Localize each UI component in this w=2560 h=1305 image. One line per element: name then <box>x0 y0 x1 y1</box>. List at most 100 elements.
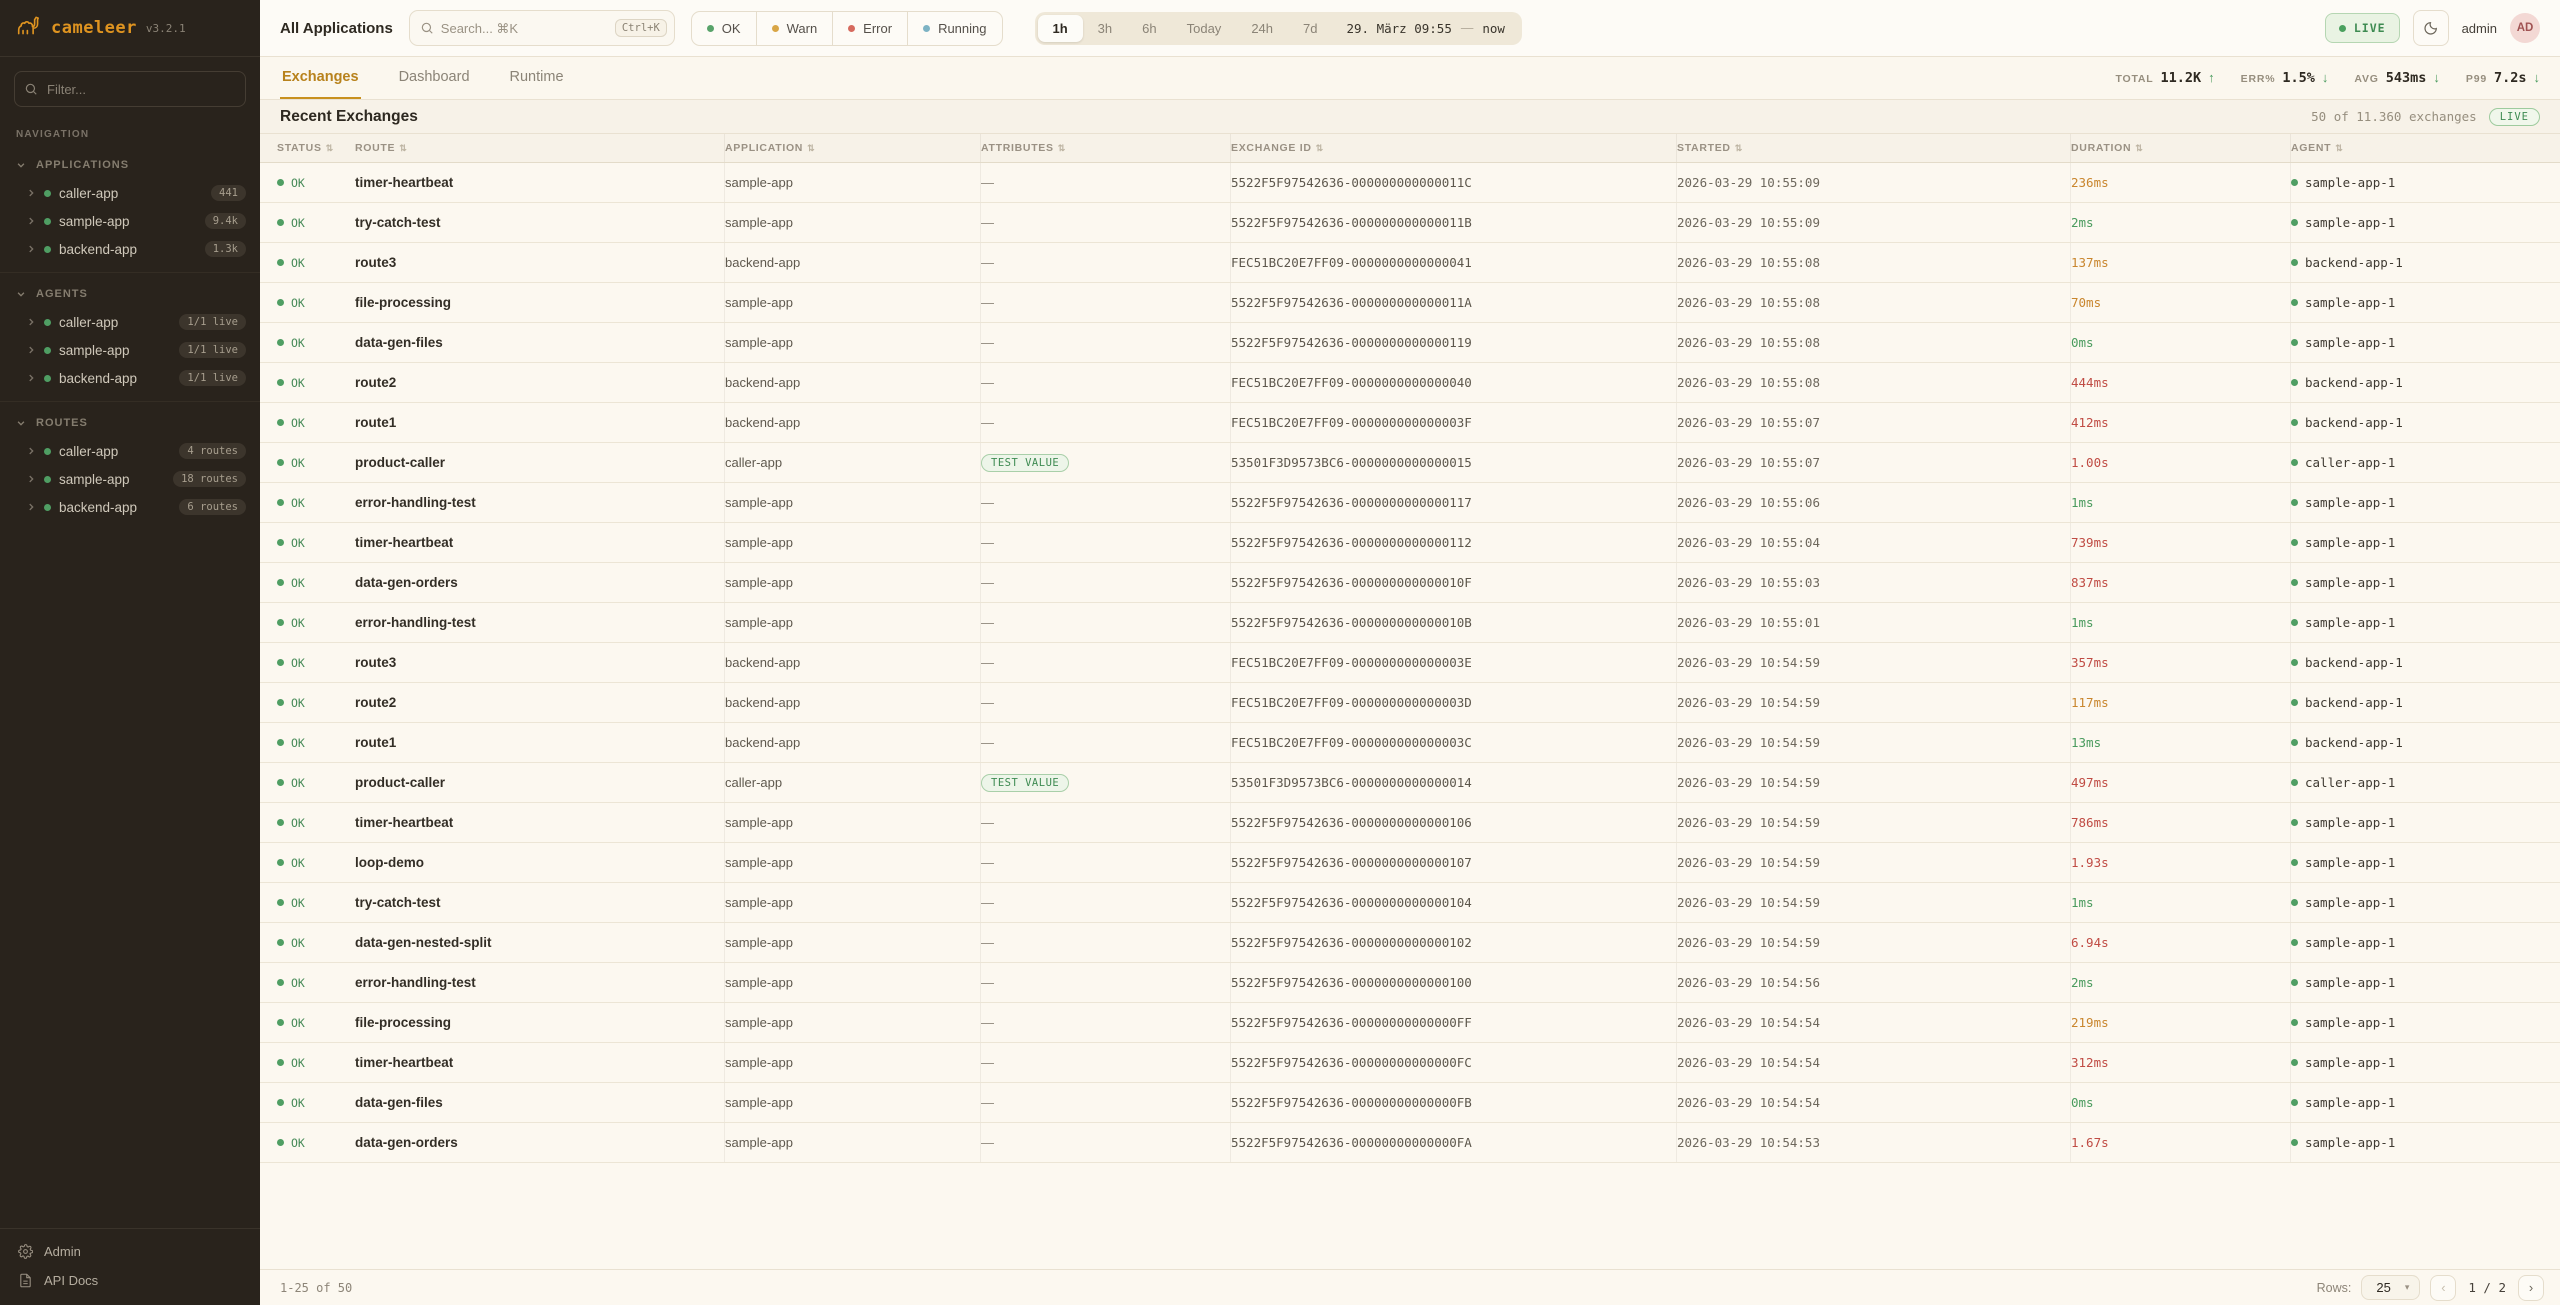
sidebar-item-backend-app[interactable]: backend-app 1/1 live <box>0 364 260 392</box>
table-row[interactable]: OK data-gen-orders sample-app — 5522F5F97542… <box>260 1123 2560 1163</box>
table-row[interactable]: OK try-catch-test sample-app — 5522F5F975426… <box>260 883 2560 923</box>
column-header-agent[interactable]: AGENT ⇅ <box>2290 134 2560 162</box>
sidebar-item-caller-app[interactable]: caller-app 441 <box>0 179 260 207</box>
status-filter-warn[interactable]: Warn <box>757 11 834 45</box>
table-row[interactable]: OK route3 backend-app — FEC51BC20E7FF09-0000… <box>260 643 2560 683</box>
next-page-button[interactable]: › <box>2518 1274 2544 1301</box>
route-cell: data-gen-orders <box>355 1135 458 1150</box>
duration-cell: 2ms <box>2070 203 2290 242</box>
table-row[interactable]: OK timer-heartbeat sample-app — 5522F5F97542… <box>260 163 2560 203</box>
status-cell: OK <box>277 1123 355 1162</box>
tab-exchanges[interactable]: Exchanges <box>280 57 361 99</box>
column-label: AGENT <box>2291 142 2332 154</box>
attributes-cell: — <box>980 603 1230 642</box>
table-row[interactable]: OK file-processing sample-app — 5522F5F97542… <box>260 1003 2560 1043</box>
table-row[interactable]: OK timer-heartbeat sample-app — 5522F5F97542… <box>260 1043 2560 1083</box>
duration-cell: 786ms <box>2070 803 2290 842</box>
search-input[interactable] <box>440 20 608 36</box>
time-range-1h[interactable]: 1h <box>1037 14 1083 42</box>
status-cell: OK <box>277 363 355 402</box>
sidebar-footer-api-docs[interactable]: API Docs <box>0 1266 260 1295</box>
filter-input[interactable] <box>14 71 246 107</box>
section-toggle-agents[interactable]: AGENTS <box>0 280 260 308</box>
column-header-route[interactable]: ROUTE ⇅ <box>355 134 724 162</box>
table-row[interactable]: OK route3 backend-app — FEC51BC20E7FF09-0000… <box>260 243 2560 283</box>
status-dot <box>277 1139 284 1146</box>
table-row[interactable]: OK data-gen-orders sample-app — 5522F5F97542… <box>260 563 2560 603</box>
status-dot <box>277 819 284 826</box>
status-label: OK <box>291 1135 305 1150</box>
agent-label: sample-app-1 <box>2305 1095 2396 1110</box>
table-row[interactable]: OK route1 backend-app — FEC51BC20E7FF09-0000… <box>260 403 2560 443</box>
sidebar-item-caller-app[interactable]: caller-app 4 routes <box>0 437 260 465</box>
table-row[interactable]: OK error-handling-test sample-app — 5522F5F9… <box>260 603 2560 643</box>
table-row[interactable]: OK route2 backend-app — FEC51BC20E7FF09-0000… <box>260 363 2560 403</box>
section-toggle-routes[interactable]: ROUTES <box>0 409 260 437</box>
sidebar-item-backend-app[interactable]: backend-app 1.3k <box>0 235 260 263</box>
time-range-7d[interactable]: 7d <box>1303 20 1318 36</box>
status-dot <box>44 189 51 197</box>
status-dot <box>277 699 284 706</box>
tab-dashboard[interactable]: Dashboard <box>398 69 470 85</box>
table-row[interactable]: OK product-caller caller-app TEST VALUE 5350… <box>260 443 2560 483</box>
sidebar-item-badge: 441 <box>211 185 246 201</box>
sidebar-item-caller-app[interactable]: caller-app 1/1 live <box>0 308 260 336</box>
time-range-24h[interactable]: 24h <box>1251 20 1274 36</box>
column-header-duration[interactable]: DURATION ⇅ <box>2070 134 2290 162</box>
live-button[interactable]: LIVE <box>2324 13 2400 43</box>
exchange-id-cell: 5522F5F97542636-0000000000000106 <box>1230 803 1676 842</box>
table-row[interactable]: OK error-handling-test sample-app — 5522F5F9… <box>260 483 2560 523</box>
status-label: OK <box>291 175 305 190</box>
time-range-3h[interactable]: 3h <box>1097 20 1113 36</box>
status-filter-running[interactable]: Running <box>908 12 1001 45</box>
sidebar-item-badge: 1/1 live <box>179 314 246 330</box>
avatar[interactable]: AD <box>2510 13 2540 43</box>
time-range-today[interactable]: Today <box>1186 20 1222 36</box>
column-header-status[interactable]: STATUS ⇅ <box>277 134 355 162</box>
table-row[interactable]: OK data-gen-files sample-app — 5522F5F975426… <box>260 1083 2560 1123</box>
table-row[interactable]: OK route2 backend-app — FEC51BC20E7FF09-0000… <box>260 683 2560 723</box>
started-cell: 2026-03-29 10:55:08 <box>1676 283 2070 322</box>
table-row[interactable]: OK timer-heartbeat sample-app — 5522F5F97542… <box>260 803 2560 843</box>
tab-runtime[interactable]: Runtime <box>509 69 564 85</box>
column-header-started[interactable]: STARTED ⇅ <box>1676 134 2070 162</box>
sidebar-item-sample-app[interactable]: sample-app 1/1 live <box>0 336 260 364</box>
table-row[interactable]: OK try-catch-test sample-app — 5522F5F975426… <box>260 203 2560 243</box>
agent-label: backend-app-1 <box>2305 255 2403 270</box>
agent-status-dot <box>2291 219 2298 226</box>
theme-toggle-button[interactable] <box>2412 10 2449 46</box>
sidebar-item-backend-app[interactable]: backend-app 6 routes <box>0 493 260 521</box>
sidebar-item-label: backend-app <box>59 241 138 257</box>
sidebar-footer-label: Admin <box>44 1244 81 1259</box>
table-row[interactable]: OK file-processing sample-app — 5522F5F97542… <box>260 283 2560 323</box>
table-row[interactable]: OK product-caller caller-app TEST VALUE 5350… <box>260 763 2560 803</box>
status-filter-ok[interactable]: OK <box>692 11 757 45</box>
sidebar-item-sample-app[interactable]: sample-app 9.4k <box>0 207 260 235</box>
status-filter-error[interactable]: Error <box>833 11 909 45</box>
column-header-application[interactable]: APPLICATION ⇅ <box>724 134 980 162</box>
table-row[interactable]: OK timer-heartbeat sample-app — 5522F5F97542… <box>260 523 2560 563</box>
table-row[interactable]: OK route1 backend-app — FEC51BC20E7FF09-0000… <box>260 723 2560 763</box>
date-range[interactable]: 29. März 09:55 — now <box>1332 21 1518 36</box>
rows-per-page-select[interactable]: 25 ▾ <box>2361 1275 2421 1300</box>
table-row[interactable]: OK data-gen-files sample-app — 5522F5F975426… <box>260 323 2560 363</box>
column-header-attributes[interactable]: ATTRIBUTES ⇅ <box>980 134 1230 162</box>
table-row[interactable]: OK data-gen-nested-split sample-app — 5522F5… <box>260 923 2560 963</box>
sidebar-item-sample-app[interactable]: sample-app 18 routes <box>0 465 260 493</box>
agent-cell: sample-app-1 <box>2290 283 2560 322</box>
status-label: OK <box>291 495 305 510</box>
time-range-6h[interactable]: 6h <box>1142 20 1157 36</box>
application-cell: sample-app <box>724 1003 980 1042</box>
section-toggle-applications[interactable]: APPLICATIONS <box>0 151 260 179</box>
sidebar-footer-admin[interactable]: Admin <box>0 1237 260 1266</box>
application-cell: sample-app <box>724 283 980 322</box>
column-header-exchange-id[interactable]: EXCHANGE ID ⇅ <box>1230 134 1676 162</box>
empty-attribute: — <box>981 895 994 910</box>
prev-page-button[interactable]: ‹ <box>2430 1274 2457 1301</box>
table-row[interactable]: OK loop-demo sample-app — 5522F5F97542636-00… <box>260 843 2560 883</box>
table-row[interactable]: OK error-handling-test sample-app — 5522F5F9… <box>260 963 2560 1003</box>
table-head: STATUS ⇅ ROUTE ⇅ APPLICATION ⇅ ATTRIBUTES ⇅ EXCH… <box>260 133 2560 163</box>
attributes-cell: — <box>980 243 1230 282</box>
sort-icon: ⇅ <box>399 142 408 153</box>
attributes-cell: — <box>980 203 1230 242</box>
